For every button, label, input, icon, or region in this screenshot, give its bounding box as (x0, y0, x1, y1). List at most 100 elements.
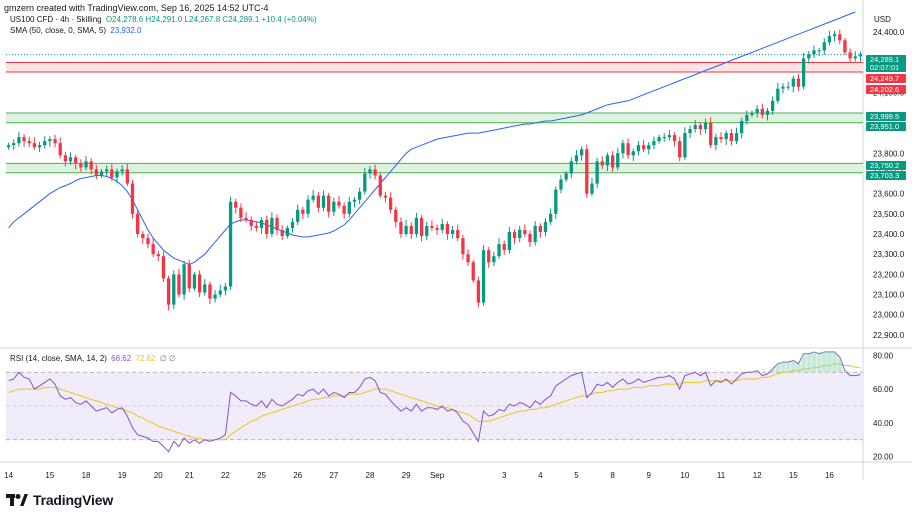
rsi-extra: ∅ ∅ (159, 354, 176, 363)
candle-body (719, 137, 723, 140)
price-tick-label: 23,300.0 (873, 250, 905, 259)
candle-body (693, 125, 697, 130)
rsi-label[interactable]: RSI (14, close, SMA, 14, 2) (10, 354, 107, 363)
candle-body (419, 217, 424, 237)
candle-body (347, 201, 351, 214)
candle-body (53, 139, 57, 144)
candle-body (631, 151, 635, 156)
rsi-ma-value: 72.62 (135, 354, 156, 363)
symbol-name[interactable]: US100 CFD · 4h · Skilling (10, 15, 102, 24)
candle-body (63, 155, 68, 162)
candle-body (6, 145, 11, 148)
candle-body (456, 229, 460, 239)
countdown-label: 02:07:01 (870, 63, 899, 72)
candle-body (213, 294, 217, 299)
candle-body (796, 78, 801, 87)
zone-0 (6, 62, 863, 73)
candle-body (843, 40, 847, 53)
time-tick-label: 22 (221, 471, 230, 480)
candle-body (771, 100, 775, 111)
time-tick-label: 4 (538, 471, 543, 480)
candle-body (848, 52, 852, 59)
candle-body (32, 143, 37, 148)
rsi-pane (6, 351, 863, 453)
candle-body (858, 54, 863, 57)
candle-body (636, 145, 641, 152)
price-tick-label: 24,400.0 (873, 28, 905, 37)
candle-body (130, 183, 135, 214)
rsi-path (8, 351, 861, 453)
tradingview-logo[interactable]: TradingView (6, 492, 113, 508)
candle-body (492, 256, 496, 263)
candle-body (512, 231, 517, 239)
sma-legend: SMA (50, close, 0, SMA, 5) 23,932.0 (10, 26, 141, 35)
candle-body (621, 143, 625, 154)
candle-body (626, 143, 630, 156)
time-tick-label: 14 (4, 471, 13, 480)
candle-body (750, 112, 754, 115)
candle-body (172, 274, 176, 305)
candle-body (249, 219, 253, 226)
price-tick-label: 22,900.0 (873, 331, 905, 340)
price-label-box (866, 55, 906, 72)
time-tick-label: 29 (402, 471, 411, 480)
candle-body (208, 284, 212, 299)
candle-body (781, 86, 785, 89)
candle-body (296, 209, 300, 222)
candle-body (110, 169, 114, 178)
candle-body (760, 108, 764, 115)
candle-body (68, 157, 73, 162)
candle-body (270, 217, 274, 234)
time-tick-label: 10 (680, 471, 689, 480)
candle-body (306, 199, 310, 214)
candle-body (321, 195, 326, 208)
candle-body (502, 244, 506, 251)
candle-body (290, 221, 295, 228)
price-labels: 24,289.102:07:01 24,249.7 24,202.6 23,999.5… (866, 55, 906, 180)
rsi-value: 68.62 (111, 354, 132, 363)
price-label-text: 23,703.3 (870, 171, 899, 180)
candle-body (678, 141, 682, 158)
candle-body (827, 36, 832, 43)
candle-body (533, 225, 537, 243)
candle-body (776, 88, 780, 101)
candle-body (724, 133, 728, 140)
candle-body (259, 219, 264, 228)
candle-body (37, 145, 42, 148)
time-tick-label: 28 (366, 471, 375, 480)
candle-body (440, 223, 444, 230)
candle-body (203, 284, 207, 293)
candle-body (373, 169, 377, 176)
candle-body (605, 155, 610, 166)
sma-line (8, 11, 856, 265)
sma-label[interactable]: SMA (50, close, 0, SMA, 5) (10, 26, 107, 35)
candle-body (554, 189, 558, 214)
candle-body (812, 50, 816, 55)
candle-body (280, 229, 284, 237)
time-tick-label: 26 (293, 471, 302, 480)
price-label-text: 24,202.6 (870, 85, 899, 94)
price-label-box (866, 122, 906, 131)
candle-body (683, 133, 687, 158)
price-tick-label: 23,000.0 (873, 311, 905, 320)
candle-body (641, 145, 646, 150)
candle-body (156, 254, 160, 257)
ohlc-values: O24,278.6 H24,291.0 L24,267.8 C24,289.1 … (105, 15, 317, 24)
candle-body (755, 108, 759, 113)
candle-body (275, 217, 279, 230)
candle-body (430, 225, 434, 228)
candle-body (657, 137, 661, 142)
candle-body (559, 179, 563, 190)
candle-body (357, 191, 362, 200)
candle-body (388, 197, 393, 210)
candle-body (316, 195, 320, 208)
candle-body (166, 278, 171, 305)
candle-body (161, 256, 166, 279)
price-tick-label: 23,400.0 (873, 230, 905, 239)
candle-body (574, 155, 579, 162)
candle-body (43, 141, 47, 146)
candle-body (254, 225, 259, 228)
candle-body (569, 161, 573, 174)
sma-value: 23,932.0 (110, 26, 142, 35)
